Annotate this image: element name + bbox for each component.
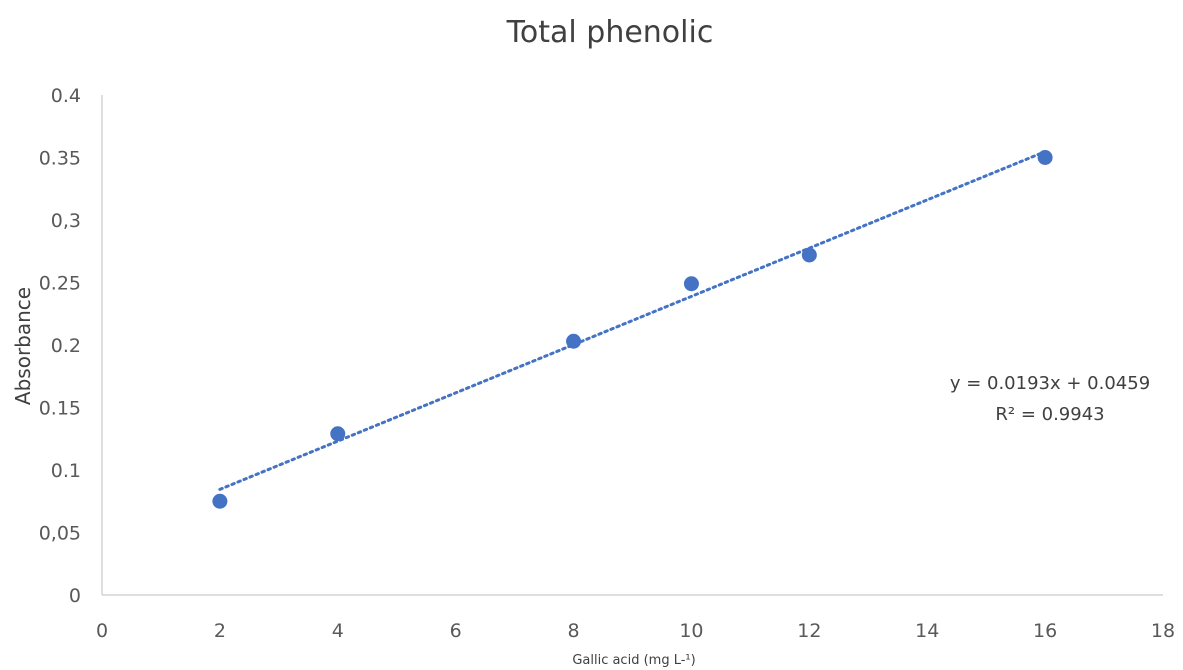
x-tick-label: 10 xyxy=(679,620,703,642)
data-point xyxy=(1037,150,1053,165)
tick-labels: 0 2 4 6 8 10 12 14 16 18 0 0,05 0.1 0.15 0.2 0.25 0,3 0.3… xyxy=(39,85,1175,642)
y-tick-label: 0 xyxy=(69,585,81,607)
y-tick-label: 0,3 xyxy=(51,210,81,232)
y-axis-title: Absorbance xyxy=(11,287,35,405)
data-point xyxy=(801,247,817,263)
y-tick-label: 0.35 xyxy=(39,148,81,170)
y-tick-label: 0.1 xyxy=(51,460,81,482)
y-tick-label: 0.25 xyxy=(39,273,81,295)
trendline xyxy=(218,150,1047,491)
y-tick-label: 0.4 xyxy=(51,85,81,107)
x-tick-label: 12 xyxy=(797,620,821,642)
axes xyxy=(101,95,1163,596)
data-point xyxy=(566,333,582,349)
x-tick-label: 6 xyxy=(450,620,462,642)
y-tick-label: 0.15 xyxy=(39,398,81,420)
x-tick-label: 14 xyxy=(915,620,939,642)
trendline-group xyxy=(218,150,1047,491)
trendline-r2: R² = 0.9943 xyxy=(995,404,1104,425)
data-point xyxy=(683,276,699,292)
x-tick-label: 2 xyxy=(214,620,226,642)
x-tick-label: 16 xyxy=(1033,620,1057,642)
chart-title: Total phenolic xyxy=(506,15,714,50)
x-axis-title: Gallic acid (mg L-¹) xyxy=(572,653,695,668)
x-tick-label: 18 xyxy=(1151,620,1175,642)
x-tick-label: 8 xyxy=(568,620,580,642)
x-tick-label: 4 xyxy=(332,620,344,642)
trendline-equation: y = 0.0193x + 0.0459 xyxy=(950,373,1150,394)
data-point xyxy=(212,493,228,509)
data-point xyxy=(330,426,346,442)
y-tick-label: 0.2 xyxy=(51,335,81,357)
y-tick-label: 0,05 xyxy=(39,523,81,545)
data-points xyxy=(212,150,1053,509)
x-tick-label: 0 xyxy=(96,620,108,642)
